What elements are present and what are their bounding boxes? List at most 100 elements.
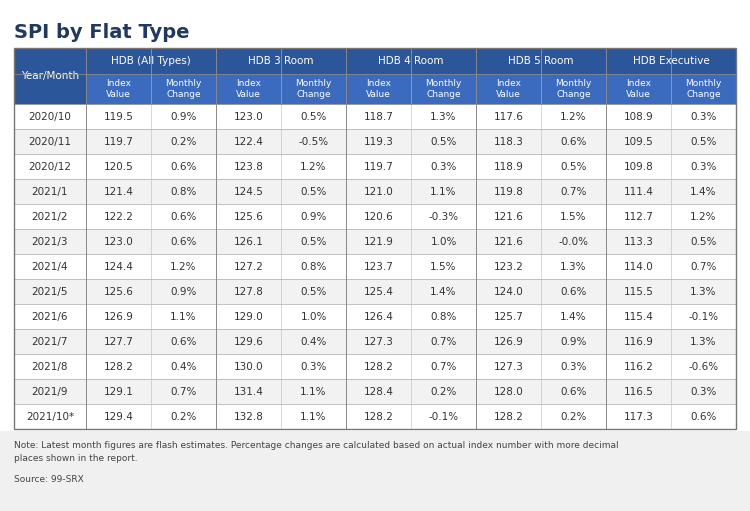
Text: 123.0: 123.0 <box>104 237 134 246</box>
Text: 113.3: 113.3 <box>623 237 653 246</box>
Text: 1.5%: 1.5% <box>430 262 457 271</box>
Text: 0.3%: 0.3% <box>430 161 457 172</box>
Text: 132.8: 132.8 <box>233 411 263 422</box>
Text: 0.5%: 0.5% <box>430 136 457 147</box>
Text: Year/Month: Year/Month <box>21 71 79 81</box>
Text: 1.2%: 1.2% <box>300 161 327 172</box>
Text: 127.3: 127.3 <box>494 361 524 371</box>
Text: 121.9: 121.9 <box>364 237 394 246</box>
Text: 125.6: 125.6 <box>104 287 134 296</box>
Bar <box>14 329 736 354</box>
Bar <box>14 404 736 429</box>
Text: HDB (All Types): HDB (All Types) <box>111 56 190 66</box>
Bar <box>281 74 346 104</box>
Text: Source: 99-SRX: Source: 99-SRX <box>14 475 84 484</box>
Text: 128.2: 128.2 <box>364 411 394 422</box>
Text: 1.3%: 1.3% <box>690 337 717 346</box>
Text: -0.1%: -0.1% <box>688 312 718 321</box>
Text: 131.4: 131.4 <box>233 386 263 397</box>
Text: 0.5%: 0.5% <box>560 161 586 172</box>
Text: 1.2%: 1.2% <box>690 212 717 221</box>
Text: 1.1%: 1.1% <box>170 312 196 321</box>
Bar <box>86 48 216 74</box>
Bar <box>541 74 606 104</box>
Text: 1.5%: 1.5% <box>560 212 586 221</box>
Text: 124.4: 124.4 <box>104 262 134 271</box>
Bar <box>346 48 476 74</box>
Text: SPI by Flat Type: SPI by Flat Type <box>14 22 190 41</box>
Text: 2021/6: 2021/6 <box>32 312 68 321</box>
Text: 2021/10*: 2021/10* <box>26 411 74 422</box>
Text: 2021/1: 2021/1 <box>32 187 68 197</box>
Text: 0.3%: 0.3% <box>690 161 717 172</box>
Text: 121.4: 121.4 <box>104 187 134 197</box>
Text: 129.1: 129.1 <box>104 386 134 397</box>
Text: 127.8: 127.8 <box>233 287 263 296</box>
Text: 127.2: 127.2 <box>233 262 263 271</box>
Text: 0.7%: 0.7% <box>170 386 196 397</box>
Text: 117.3: 117.3 <box>623 411 653 422</box>
Text: 129.6: 129.6 <box>233 337 263 346</box>
Text: 128.2: 128.2 <box>494 411 524 422</box>
Text: 124.0: 124.0 <box>494 287 524 296</box>
Text: 126.4: 126.4 <box>364 312 394 321</box>
Text: Monthly
Change: Monthly Change <box>296 79 332 99</box>
Text: 1.0%: 1.0% <box>430 237 457 246</box>
Text: 1.3%: 1.3% <box>560 262 586 271</box>
Bar <box>14 379 736 404</box>
Bar <box>476 74 541 104</box>
Text: 109.8: 109.8 <box>624 161 653 172</box>
Text: 1.0%: 1.0% <box>300 312 327 321</box>
Text: 123.0: 123.0 <box>234 111 263 122</box>
Text: 2021/3: 2021/3 <box>32 237 68 246</box>
Bar <box>216 74 281 104</box>
Text: 0.2%: 0.2% <box>430 386 457 397</box>
Bar <box>346 74 411 104</box>
Text: 0.9%: 0.9% <box>300 212 327 221</box>
Text: 0.8%: 0.8% <box>170 187 196 197</box>
Text: 1.3%: 1.3% <box>430 111 457 122</box>
Text: 121.6: 121.6 <box>494 212 524 221</box>
Text: 129.0: 129.0 <box>234 312 263 321</box>
Text: 2020/11: 2020/11 <box>28 136 71 147</box>
Text: 123.2: 123.2 <box>494 262 524 271</box>
Text: 0.8%: 0.8% <box>430 312 457 321</box>
Text: Monthly
Change: Monthly Change <box>425 79 462 99</box>
Text: 126.9: 126.9 <box>494 337 524 346</box>
Text: 123.7: 123.7 <box>364 262 394 271</box>
Text: Note: Latest month figures are flash estimates. Percentage changes are calculate: Note: Latest month figures are flash est… <box>14 441 619 462</box>
Text: 108.9: 108.9 <box>624 111 653 122</box>
Bar <box>14 104 736 129</box>
Text: 118.7: 118.7 <box>364 111 394 122</box>
Bar <box>86 74 151 104</box>
Text: 122.4: 122.4 <box>233 136 263 147</box>
Bar <box>671 74 736 104</box>
Bar <box>14 304 736 329</box>
Text: 120.5: 120.5 <box>104 161 134 172</box>
Text: Index
Value: Index Value <box>366 79 391 99</box>
Text: 0.9%: 0.9% <box>560 337 586 346</box>
Bar <box>14 48 86 104</box>
Text: 0.3%: 0.3% <box>560 361 586 371</box>
Text: -0.3%: -0.3% <box>428 212 458 221</box>
Text: Index
Value: Index Value <box>496 79 521 99</box>
Text: 0.2%: 0.2% <box>170 136 196 147</box>
Text: 1.2%: 1.2% <box>170 262 196 271</box>
Text: 0.6%: 0.6% <box>170 161 196 172</box>
Text: HDB 3 Room: HDB 3 Room <box>248 56 314 66</box>
Text: 0.6%: 0.6% <box>170 337 196 346</box>
Text: 116.5: 116.5 <box>623 386 653 397</box>
Text: 119.7: 119.7 <box>364 161 394 172</box>
Text: 121.6: 121.6 <box>494 237 524 246</box>
Text: 0.6%: 0.6% <box>560 136 586 147</box>
Text: 126.9: 126.9 <box>104 312 134 321</box>
Bar <box>14 129 736 154</box>
Text: 125.4: 125.4 <box>364 287 394 296</box>
Bar <box>14 229 736 254</box>
Text: -0.6%: -0.6% <box>688 361 718 371</box>
Bar <box>0 431 750 511</box>
Text: 120.6: 120.6 <box>364 212 393 221</box>
Text: 0.6%: 0.6% <box>170 237 196 246</box>
Text: 0.6%: 0.6% <box>560 287 586 296</box>
Text: 116.9: 116.9 <box>623 337 653 346</box>
